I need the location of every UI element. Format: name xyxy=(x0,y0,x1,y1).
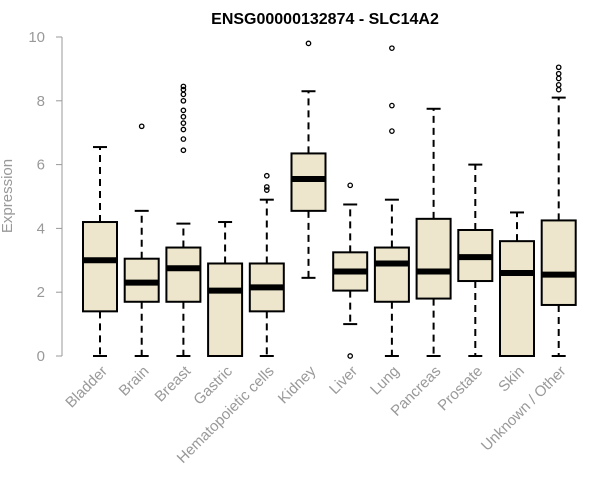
outlier-point xyxy=(263,184,270,190)
outlier-point xyxy=(180,91,187,98)
x-tick-label: Brain xyxy=(116,363,153,400)
x-tick-label: Bladder xyxy=(62,363,111,412)
y-axis: 0 2 4 6 8 10 xyxy=(28,29,63,365)
outlier-point xyxy=(263,187,270,193)
outlier-point xyxy=(180,147,187,154)
outlier-point xyxy=(180,126,187,133)
outlier-point xyxy=(347,353,354,359)
box-4 xyxy=(248,172,285,357)
box-rect xyxy=(540,219,577,306)
x-tick-label: Prostate xyxy=(435,363,487,415)
outlier-point xyxy=(347,182,354,189)
y-tick-label: 4 xyxy=(37,220,45,237)
outlier-point xyxy=(180,97,187,104)
box-rect xyxy=(207,262,244,357)
outlier-point xyxy=(180,136,187,142)
box-3 xyxy=(207,221,244,357)
outlier-point xyxy=(555,86,562,93)
outlier-point xyxy=(389,45,395,52)
box-rect xyxy=(290,152,327,212)
box-1 xyxy=(123,123,160,357)
y-tick-label: 8 xyxy=(37,93,45,110)
outlier-point xyxy=(180,113,187,120)
y-tick-label: 10 xyxy=(28,29,45,46)
box-5 xyxy=(290,40,327,279)
outlier-point xyxy=(180,120,187,126)
box-8 xyxy=(415,107,452,357)
x-tick-label: Kidney xyxy=(275,362,320,407)
outlier-point xyxy=(555,82,562,88)
box-rect xyxy=(415,217,452,300)
outlier-point xyxy=(555,75,562,82)
box-6 xyxy=(332,182,369,359)
outlier-point xyxy=(555,70,562,77)
x-tick-label: Skin xyxy=(495,363,528,396)
chart-title: ENSG00000132874 - SLC14A2 xyxy=(211,11,439,28)
x-tick-label: Breast xyxy=(152,362,195,405)
y-axis-label: Expression xyxy=(0,159,16,233)
outlier-point xyxy=(138,123,145,130)
outlier-point xyxy=(389,128,395,134)
x-tick-label: Lung xyxy=(367,363,403,399)
box-rect xyxy=(165,246,202,303)
box-rect xyxy=(82,221,118,313)
y-tick-label: 6 xyxy=(37,157,45,174)
box-10 xyxy=(499,211,535,357)
outlier-point xyxy=(305,40,312,47)
outlier-point xyxy=(263,172,270,179)
boxes-group xyxy=(82,40,577,359)
outlier-point xyxy=(180,83,187,90)
box-11 xyxy=(540,64,577,357)
box-rect xyxy=(373,246,410,303)
box-9 xyxy=(457,163,494,357)
x-tick-label: Liver xyxy=(326,363,361,398)
y-tick-label: 2 xyxy=(37,284,45,301)
box-2 xyxy=(165,83,202,357)
outlier-point xyxy=(180,107,187,114)
outlier-point xyxy=(555,64,562,71)
box-0 xyxy=(82,146,118,357)
box-7 xyxy=(373,45,410,357)
y-tick-label: 0 xyxy=(37,348,45,365)
box-rect xyxy=(499,240,535,357)
outlier-point xyxy=(180,86,187,93)
outlier-point xyxy=(389,102,395,109)
